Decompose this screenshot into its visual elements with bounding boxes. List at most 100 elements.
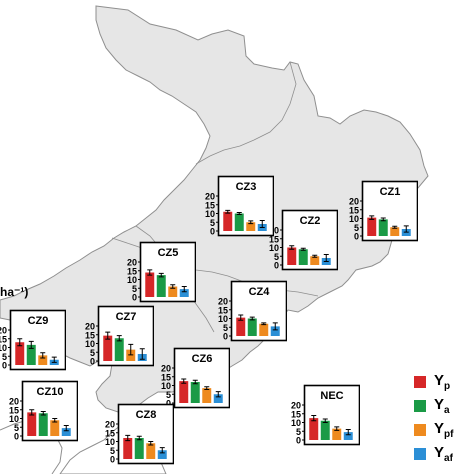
error-bar — [345, 429, 351, 436]
error-bar — [51, 356, 57, 363]
bar-ya — [38, 413, 48, 436]
error-bar — [225, 209, 231, 214]
y-tick-label: 10 — [9, 414, 19, 424]
y-tick-label: 0 — [274, 261, 279, 271]
bar-yp — [236, 317, 246, 336]
panel-label: NEC — [320, 390, 343, 402]
y-tick-label: 10 — [105, 437, 115, 447]
legend-swatch — [414, 376, 426, 388]
error-bar — [105, 331, 111, 340]
error-bar — [261, 322, 267, 326]
y-tick-label: 0 — [210, 227, 215, 237]
y-tick-label: 10 — [205, 209, 215, 219]
y-tick-label: 5 — [2, 352, 7, 362]
y-tick-label: 0 — [296, 436, 301, 446]
bar-ypf — [50, 420, 60, 436]
legend-label-sub: p — [444, 381, 451, 392]
bar-yaf — [213, 394, 223, 403]
legend-label-sub: af — [444, 453, 453, 464]
error-bar — [204, 386, 210, 391]
y-tick-label: 0 — [132, 293, 137, 303]
y-tick-label: 20 — [0, 326, 7, 336]
bar-ya — [114, 338, 124, 361]
error-bar — [136, 435, 142, 441]
y-tick-label: 15 — [0, 334, 7, 344]
error-bar — [322, 418, 328, 423]
y-tick-label: 20 — [349, 197, 359, 207]
bar-yp — [179, 381, 189, 403]
bar-yaf — [343, 432, 353, 440]
panel-label: CZ2 — [300, 215, 321, 227]
bar-ypf — [202, 388, 212, 403]
legend-label-main: Y — [434, 444, 445, 461]
error-bar — [259, 220, 265, 228]
bar-yp — [145, 272, 155, 297]
y-tick-label: 5 — [90, 348, 95, 358]
y-tick-label: 15 — [218, 305, 228, 315]
panel-label: CZ7 — [116, 311, 137, 323]
y-tick-label: 15 — [349, 205, 359, 215]
y-tick-label: 20 — [161, 364, 171, 374]
panel-cz2: CZ205101520 — [269, 209, 338, 271]
y-tick-label: 20 — [205, 192, 215, 202]
error-bar — [170, 284, 176, 289]
bar-yaf — [157, 450, 167, 459]
error-bar — [147, 269, 153, 276]
panel-label: CZ9 — [28, 315, 49, 327]
bar-yaf — [270, 326, 280, 336]
error-bar — [238, 314, 244, 321]
bar-yp — [27, 412, 37, 436]
bar-ya — [298, 249, 308, 265]
bar-ypf — [168, 286, 178, 297]
panel-label: CZ1 — [380, 186, 401, 198]
y-tick-label: 0 — [354, 232, 359, 242]
legend-swatch — [414, 448, 426, 460]
error-bar — [125, 434, 131, 442]
legend-label-sub: a — [444, 405, 450, 416]
y-tick-label: 0 — [14, 432, 19, 442]
y-tick-label: 15 — [105, 428, 115, 438]
y-tick-label: 0 — [2, 361, 7, 371]
bar-ypf — [259, 323, 269, 336]
error-bar — [139, 348, 145, 360]
error-bar — [28, 340, 34, 349]
error-bar — [40, 352, 46, 359]
y-tick-label: 20 — [127, 258, 137, 268]
panel-label: CZ8 — [136, 409, 157, 421]
error-bar — [63, 425, 69, 432]
error-bar — [334, 426, 340, 431]
legend-label-sub: pf — [444, 429, 454, 440]
bar-ypf — [332, 428, 342, 440]
error-bar — [311, 415, 317, 422]
legend-label: Ypf — [434, 420, 453, 440]
y-tick-label: 5 — [166, 390, 171, 400]
error-bar — [159, 447, 165, 454]
legend-swatch — [414, 424, 426, 436]
bar-ypf — [146, 443, 156, 459]
bar-yp — [123, 438, 133, 459]
bar-ypf — [310, 256, 320, 265]
panel-label: CZ4 — [249, 286, 271, 298]
bar-yp — [367, 217, 377, 236]
y-tick-label: 10 — [269, 243, 279, 253]
legend-swatch — [414, 400, 426, 412]
y-tick-label: 15 — [85, 330, 95, 340]
province-border — [195, 61, 297, 165]
bar-ya — [190, 382, 200, 403]
y-tick-label: 5 — [132, 284, 137, 294]
bar-yp — [103, 335, 113, 361]
y-tick-label: 0 — [166, 399, 171, 409]
bar-yaf — [179, 289, 189, 297]
error-bar — [116, 335, 122, 342]
legend-item-yp: Yp — [414, 372, 474, 392]
y-tick-label: 20 — [85, 322, 95, 332]
y-tick-label: 20 — [218, 297, 228, 307]
y-tick-label: 5 — [296, 427, 301, 437]
y-tick-label: 0 — [223, 332, 228, 342]
bar-yp — [309, 418, 319, 440]
